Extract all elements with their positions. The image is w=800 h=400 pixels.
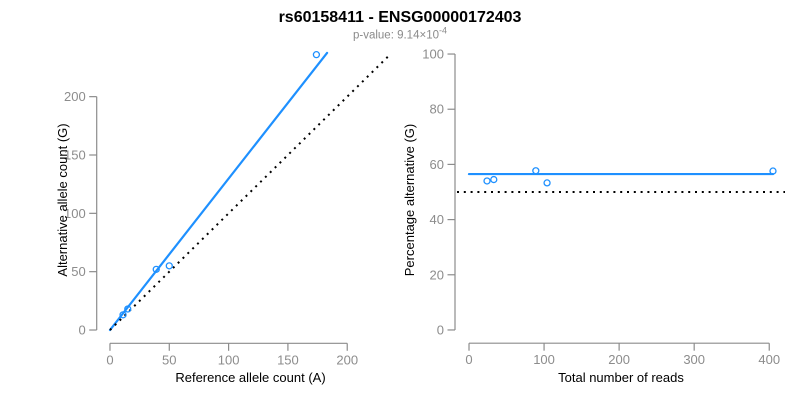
data-point — [483, 177, 491, 185]
y-tick-label: 0 — [78, 323, 85, 338]
y-tick-label: 40 — [430, 212, 444, 227]
left-plot-xlabel: Reference allele count (A) — [175, 370, 325, 385]
y-tick-label: 80 — [430, 102, 444, 117]
left-plot-ylabel: Alternative allele count (G) — [55, 123, 70, 276]
y-tick-label: 150 — [64, 147, 86, 162]
right-plot: 0 100 200 300 400 0 20 40 60 80 100 — [422, 47, 785, 367]
data-point — [119, 311, 127, 319]
right-plot-ylabel: Percentage alternative (G) — [402, 124, 417, 276]
figure-title: rs60158411 - ENSG00000172403 — [279, 9, 522, 26]
x-tick-label: 100 — [218, 352, 240, 367]
x-tick-label: 300 — [683, 352, 705, 367]
data-point — [152, 265, 160, 273]
y-tick-label: 200 — [64, 89, 86, 104]
left-plot: 0 50 100 150 200 0 50 100 150 200 — [64, 51, 390, 367]
y-tick-label: 100 — [64, 206, 86, 221]
x-tick-label: 200 — [336, 352, 358, 367]
data-point — [124, 305, 132, 313]
data-point — [543, 179, 551, 187]
identity-line — [109, 55, 390, 331]
y-tick-label: 20 — [430, 267, 444, 282]
x-tick-label: 0 — [465, 352, 472, 367]
fit-line — [108, 51, 329, 332]
right-plot-xlabel: Total number of reads — [558, 370, 684, 385]
x-tick-label: 0 — [106, 352, 113, 367]
pvalue-exponent: -4 — [439, 26, 447, 36]
x-tick-label: 50 — [162, 352, 176, 367]
y-tick-label: 60 — [430, 157, 444, 172]
data-point — [532, 167, 540, 175]
x-tick-label: 100 — [533, 352, 555, 367]
x-tick-label: 200 — [608, 352, 630, 367]
data-point — [165, 262, 173, 270]
x-tick-label: 400 — [758, 352, 780, 367]
figure-subtitle: p-value: 9.14×10-4 — [353, 26, 447, 42]
data-point — [312, 51, 321, 59]
pvalue-text: p-value: 9.14×10 — [353, 30, 439, 42]
x-tick-label: 150 — [277, 352, 299, 367]
data-point — [769, 167, 777, 175]
data-point — [490, 175, 498, 184]
y-tick-label: 0 — [437, 322, 444, 337]
y-tick-label: 50 — [71, 264, 85, 279]
y-tick-label: 100 — [422, 47, 444, 62]
